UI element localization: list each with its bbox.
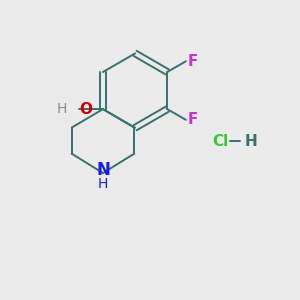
- Text: F: F: [187, 112, 198, 127]
- Text: Cl: Cl: [212, 134, 229, 148]
- Text: H: H: [56, 102, 67, 116]
- Text: F: F: [187, 54, 198, 69]
- Text: H: H: [245, 134, 258, 148]
- Text: H: H: [98, 177, 108, 191]
- Text: O: O: [79, 102, 92, 117]
- Text: N: N: [96, 161, 110, 179]
